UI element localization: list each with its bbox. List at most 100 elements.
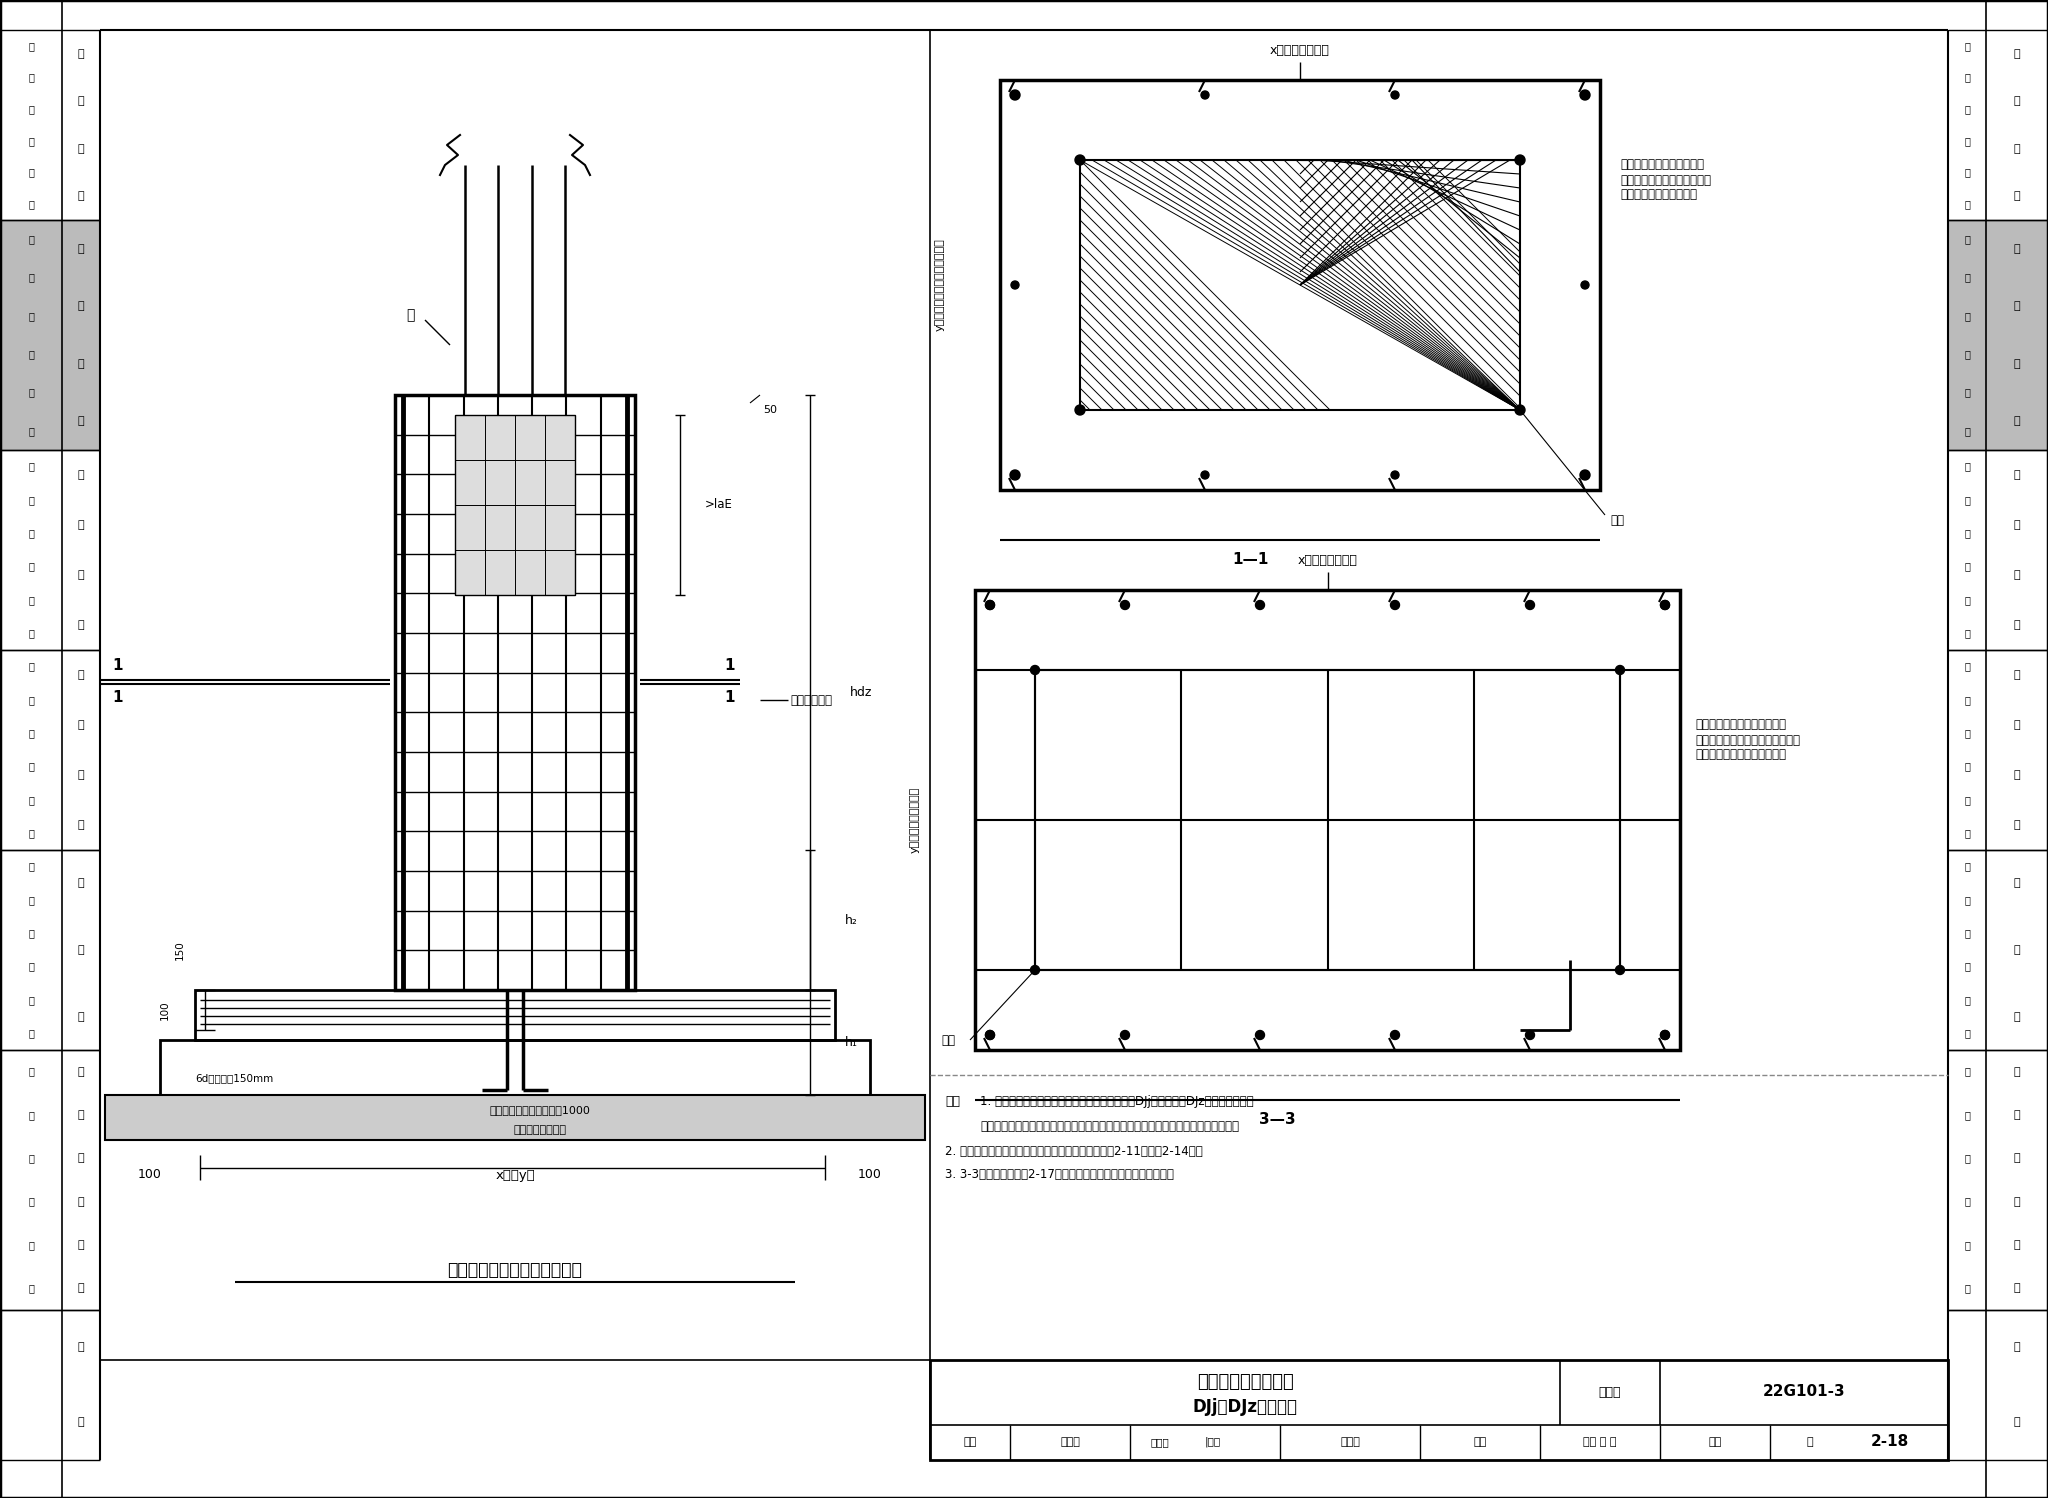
Text: 单柱带短柱独立基础配筋构造: 单柱带短柱独立基础配筋构造 (449, 1261, 582, 1279)
Text: 标: 标 (1964, 461, 1970, 472)
Circle shape (985, 601, 995, 610)
Circle shape (1581, 91, 1589, 99)
Text: 详: 详 (29, 595, 35, 605)
Text: x向中部竖向纵筋: x向中部竖向纵筋 (1270, 43, 1329, 57)
Text: 1: 1 (725, 658, 735, 673)
Text: 详: 详 (1964, 388, 1970, 397)
Circle shape (1579, 90, 1589, 100)
Circle shape (1581, 470, 1589, 479)
Bar (104, 1095, 926, 1140)
Text: 造: 造 (29, 1197, 35, 1207)
Text: 图: 图 (29, 425, 35, 436)
Text: 1: 1 (113, 691, 123, 706)
Text: 础: 础 (2013, 1110, 2019, 1121)
Text: 构: 构 (29, 929, 35, 938)
Text: 图: 图 (29, 199, 35, 210)
Text: 一: 一 (78, 49, 84, 58)
Circle shape (1581, 470, 1589, 479)
Text: 构: 构 (1964, 728, 1970, 739)
Text: 相: 相 (2013, 1153, 2019, 1164)
Text: 形: 形 (78, 520, 84, 530)
Text: 一: 一 (2013, 49, 2019, 58)
Text: 角筋: 角筋 (940, 1034, 954, 1047)
Circle shape (1255, 601, 1264, 610)
Circle shape (1120, 1031, 1130, 1040)
Text: 图: 图 (1964, 1028, 1970, 1038)
Text: 标: 标 (29, 40, 35, 51)
Text: 础: 础 (2013, 819, 2019, 830)
Text: 图: 图 (1964, 628, 1970, 638)
Text: 构: 构 (2013, 144, 2019, 154)
Circle shape (1012, 91, 1020, 99)
Text: 图: 图 (1964, 828, 1970, 839)
Bar (0, 220, 100, 449)
Circle shape (1391, 1031, 1399, 1040)
Circle shape (1581, 91, 1589, 99)
Text: x向中部竖向纵筋: x向中部竖向纵筋 (1298, 553, 1358, 566)
Text: 造: 造 (1964, 761, 1970, 771)
Text: 图: 图 (1964, 425, 1970, 436)
Text: 形: 形 (2013, 520, 2019, 530)
Text: 标: 标 (29, 1067, 35, 1077)
Circle shape (1012, 470, 1020, 479)
Text: 造: 造 (78, 192, 84, 201)
Text: 构: 构 (1964, 105, 1970, 114)
Text: 6d且不小于150mm: 6d且不小于150mm (195, 1073, 272, 1083)
Text: 准: 准 (29, 72, 35, 82)
Text: 准: 准 (29, 1110, 35, 1121)
Text: 基: 基 (78, 945, 84, 956)
Text: 造: 造 (29, 761, 35, 771)
Text: 详: 详 (29, 168, 35, 177)
Text: 标: 标 (1964, 861, 1970, 872)
Text: 50: 50 (764, 404, 776, 415)
Text: 础: 础 (78, 620, 84, 631)
Text: 基: 基 (2013, 571, 2019, 580)
Circle shape (1661, 1031, 1669, 1040)
Circle shape (985, 601, 995, 610)
Text: 立: 立 (78, 301, 84, 312)
Text: 造: 造 (29, 562, 35, 572)
Circle shape (1391, 601, 1399, 610)
Text: 准: 准 (29, 695, 35, 706)
Text: 础: 础 (78, 1110, 84, 1121)
Text: 构: 构 (1964, 529, 1970, 538)
Text: 页: 页 (1806, 1437, 1812, 1447)
Circle shape (1616, 665, 1624, 674)
Text: 基: 基 (2013, 770, 2019, 780)
Text: 准: 准 (1964, 894, 1970, 905)
Bar (975, 590, 1679, 1050)
Text: 标: 标 (1964, 1067, 1970, 1077)
Text: 22G101-3: 22G101-3 (1763, 1384, 1845, 1399)
Text: 基: 基 (78, 358, 84, 369)
Text: 筏: 筏 (2013, 670, 2019, 680)
Text: 础: 础 (78, 416, 84, 427)
Text: |校对: |校对 (1204, 1437, 1221, 1447)
Text: DJj、DJz配筋构造: DJj、DJz配筋构造 (1192, 1398, 1298, 1416)
Text: 构: 构 (1964, 1153, 1970, 1164)
Text: 构: 构 (29, 728, 35, 739)
Text: 关: 关 (78, 1197, 84, 1207)
Text: 造: 造 (78, 1284, 84, 1293)
Text: 基: 基 (78, 571, 84, 580)
Text: 图: 图 (1964, 199, 1970, 210)
Text: 1. 带短柱独立基础底板的截面形式可为阶形截面DJj或锥形截面DJz。当为锥形截面: 1. 带短柱独立基础底板的截面形式可为阶形截面DJj或锥形截面DJz。当为锥形截… (981, 1095, 1253, 1109)
Bar (1079, 160, 1520, 410)
Bar (1034, 670, 1620, 971)
Circle shape (1075, 154, 1085, 165)
Text: 详: 详 (29, 388, 35, 397)
Text: 详: 详 (1964, 595, 1970, 605)
Circle shape (985, 1031, 995, 1040)
Text: 础: 础 (2013, 416, 2019, 427)
Text: 立: 立 (2013, 301, 2019, 312)
Text: 附: 附 (2013, 1342, 2019, 1353)
Text: 相: 相 (78, 1153, 84, 1164)
Circle shape (1010, 90, 1020, 100)
Text: 支在底板钢筋网上: 支在底板钢筋网上 (514, 1125, 567, 1135)
Circle shape (1200, 470, 1208, 479)
Text: 基: 基 (78, 770, 84, 780)
Text: hdz: hdz (850, 686, 872, 700)
Text: 准: 准 (1964, 273, 1970, 283)
Text: 标: 标 (29, 234, 35, 244)
Text: y向中部竖向纵筋（短柱中部）: y向中部竖向纵筋（短柱中部） (936, 238, 944, 331)
Text: 造: 造 (1964, 349, 1970, 360)
